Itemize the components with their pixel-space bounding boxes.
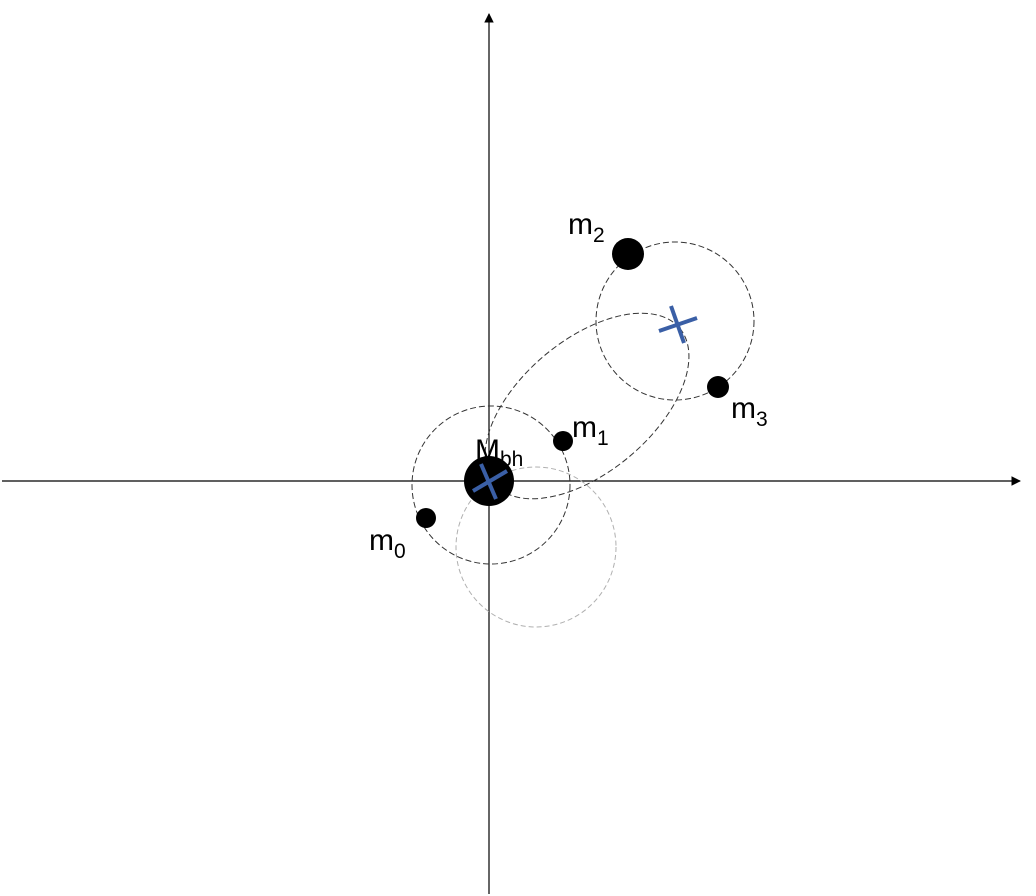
mass-m2 (612, 238, 644, 270)
orbit-inner-circle (411, 405, 571, 565)
label-m3: m3 (731, 392, 768, 431)
orbit-binary-circle (595, 241, 755, 401)
label-m2: m2 (568, 208, 605, 247)
mass-m0 (416, 508, 436, 528)
mass-m3 (707, 376, 729, 398)
label-mbh: Mbh (475, 434, 523, 471)
blue-cross-icon (658, 305, 698, 344)
label-m0: m0 (369, 524, 406, 563)
blue-cross-icon (471, 463, 509, 500)
orbit-light-circle (455, 466, 617, 628)
mass-m1 (553, 431, 573, 451)
label-m1: m1 (572, 411, 609, 450)
